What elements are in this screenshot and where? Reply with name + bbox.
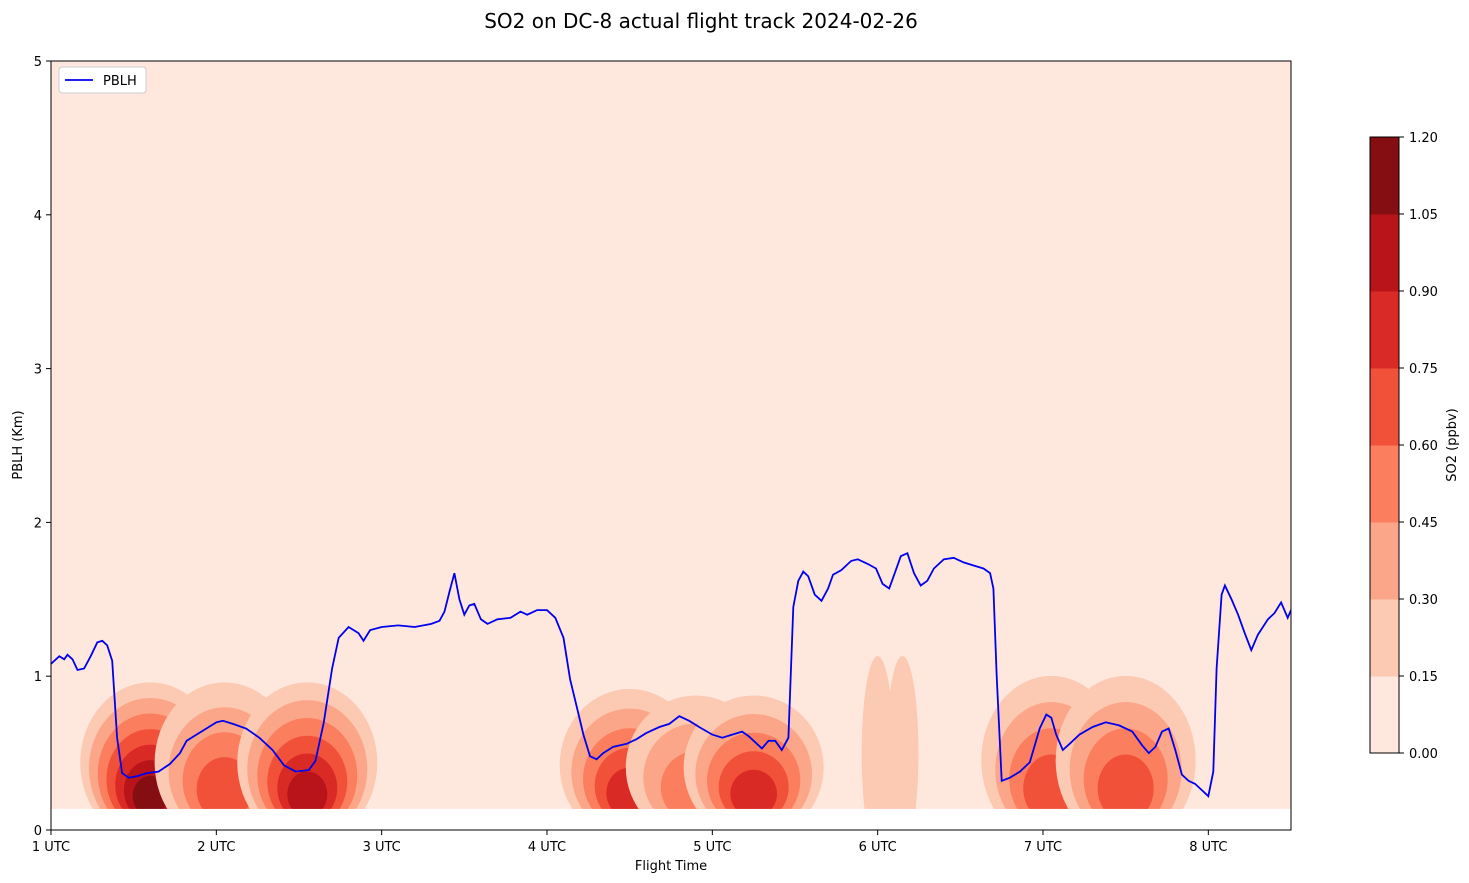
colorbar-segment: [1370, 137, 1399, 215]
legend-box: [58, 66, 147, 94]
colorbar-tick-label: 0.00: [1409, 747, 1438, 762]
so2-band: [886, 656, 919, 830]
y-tick-label: 5: [34, 55, 42, 70]
x-tick-label: 6 UTC: [859, 840, 897, 855]
so2-plume-7: [1055, 675, 1196, 830]
colorbar-tick-label: 0.30: [1409, 593, 1438, 608]
plot-frame: [50, 60, 1292, 831]
colorbar-segment: [1370, 214, 1399, 292]
plot-area: [51, 61, 1291, 830]
x-tick-label: 5 UTC: [693, 840, 731, 855]
so2-plume-8: [861, 656, 894, 830]
colorbar-tick-label: 1.20: [1409, 131, 1438, 146]
x-axis: 1 UTC 2 UTC 3 UTC 4 UTC 5 UTC 6 UTC 7 UTC 8 UTC: [32, 830, 1227, 855]
chart-title: SO2 on DC-8 actual flight track 2024-02-…: [484, 9, 918, 33]
x-tick-label: 3 UTC: [363, 840, 401, 855]
x-tick-label: 7 UTC: [1024, 840, 1062, 855]
so2-plume-9: [886, 656, 919, 830]
so2-band: [287, 771, 328, 818]
colorbar-segment: [1370, 522, 1399, 600]
y-tick-label: 0: [34, 824, 42, 839]
colorbar-segment: [1370, 291, 1399, 369]
legend-label: PBLH: [103, 74, 137, 89]
so2-plume-2: [237, 682, 378, 830]
colorbar-tick-label: 0.60: [1409, 439, 1438, 454]
y-tick-label: 4: [34, 209, 42, 224]
colorbar: 0.00 0.15 0.30 0.45 0.60 0.75 0.90 1.05 1.20: [1369, 131, 1438, 762]
x-tick-label: 2 UTC: [197, 840, 235, 855]
x-tick-label: 4 UTC: [528, 840, 566, 855]
colorbar-tick-label: 1.05: [1409, 208, 1438, 223]
x-tick-label: 8 UTC: [1189, 840, 1227, 855]
colorbar-segment: [1370, 599, 1399, 677]
x-tick-label: 1 UTC: [32, 840, 70, 855]
so2-band: [861, 656, 894, 830]
y-tick-label: 3: [34, 363, 42, 378]
so2-band: [730, 769, 778, 818]
legend: PBLH: [58, 66, 147, 94]
colorbar-segment: [1370, 676, 1399, 754]
y-axis: 0 1 2 3 4 5: [34, 55, 51, 839]
colorbar-segment: [1370, 368, 1399, 446]
pblh-line: [51, 551, 1291, 798]
so2-band: [1097, 754, 1154, 823]
colorbar-tick-label: 0.15: [1409, 670, 1438, 685]
colorbar-tick-label: 0.45: [1409, 516, 1438, 531]
colorbar-tick-label: 0.75: [1409, 362, 1438, 377]
x-axis-label: Flight Time: [635, 859, 707, 874]
colorbar-tick-label: 0.90: [1409, 285, 1438, 300]
no-data-strip: [51, 808, 1291, 830]
y-tick-label: 1: [34, 670, 42, 685]
colorbar-label: SO2 (ppbv): [1445, 408, 1460, 481]
y-axis-label: PBLH (Km): [11, 410, 26, 479]
colorbar-segment: [1370, 445, 1399, 523]
y-tick-label: 2: [34, 516, 42, 531]
